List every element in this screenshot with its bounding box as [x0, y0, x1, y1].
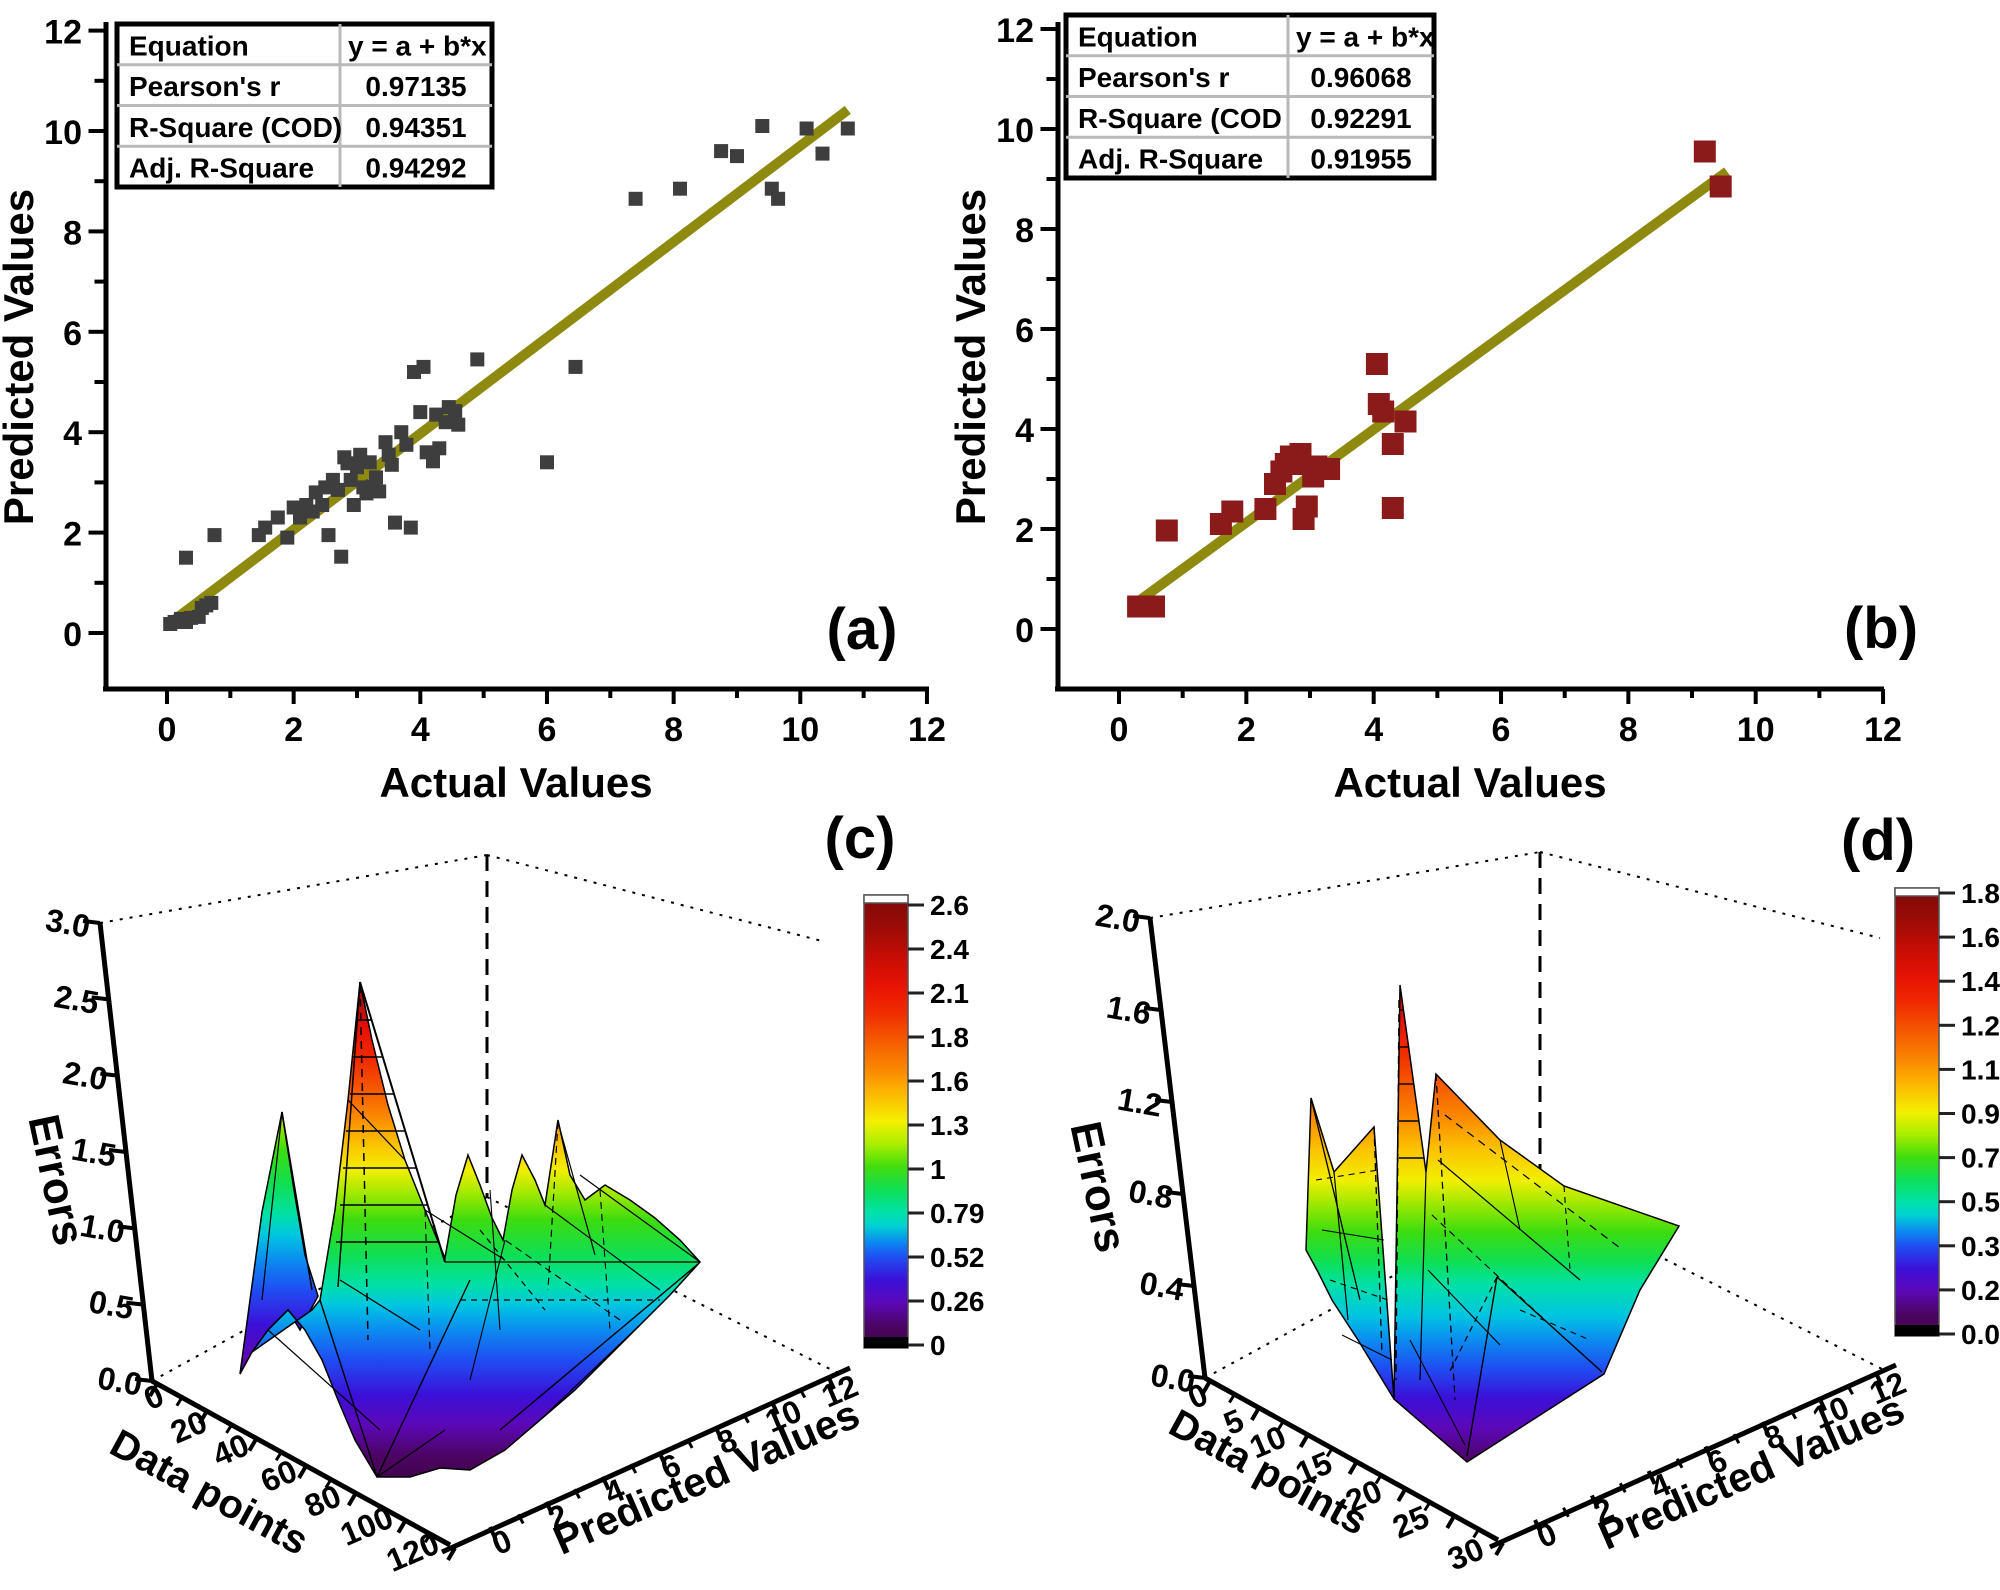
svg-text:(a): (a): [827, 597, 898, 662]
svg-text:10: 10: [996, 112, 1034, 150]
svg-text:0.21: 0.21: [1961, 1275, 2000, 1306]
svg-text:6: 6: [538, 711, 557, 749]
svg-text:0.26: 0.26: [930, 1286, 985, 1317]
svg-text:0.5: 0.5: [86, 1283, 136, 1326]
svg-text:1.5: 1.5: [69, 1131, 119, 1174]
svg-text:0.96068: 0.96068: [1310, 62, 1411, 93]
svg-text:0.38: 0.38: [1961, 1231, 2000, 1262]
svg-text:y = a + b*x: y = a + b*x: [348, 30, 487, 61]
svg-text:1: 1: [930, 1154, 946, 1185]
svg-text:6: 6: [1492, 711, 1511, 749]
svg-text:6: 6: [1015, 312, 1034, 350]
svg-text:1.2: 1.2: [1961, 1010, 2000, 1041]
svg-text:2: 2: [1015, 512, 1034, 550]
svg-text:2.0: 2.0: [60, 1054, 110, 1097]
svg-text:4: 4: [1015, 412, 1034, 450]
svg-text:2: 2: [1237, 711, 1256, 749]
svg-text:Predicted Values: Predicted Values: [947, 189, 994, 525]
svg-text:1.3: 1.3: [930, 1110, 969, 1141]
svg-text:1.2: 1.2: [1115, 1081, 1165, 1124]
svg-text:2.4: 2.4: [930, 934, 969, 965]
svg-text:0: 0: [1110, 711, 1129, 749]
svg-text:0: 0: [930, 1330, 946, 1361]
svg-text:Predicted Values: Predicted Values: [0, 189, 42, 525]
svg-text:10: 10: [1737, 711, 1775, 749]
svg-text:0.52: 0.52: [930, 1242, 985, 1273]
svg-text:1.6: 1.6: [1961, 922, 2000, 953]
svg-text:0.91955: 0.91955: [1310, 144, 1411, 175]
svg-text:Equation: Equation: [1078, 21, 1198, 52]
svg-text:0.72: 0.72: [1961, 1143, 2000, 1174]
svg-text:Actual Values: Actual Values: [379, 759, 652, 806]
svg-text:2: 2: [63, 516, 82, 554]
svg-text:2.1: 2.1: [930, 978, 969, 1009]
svg-text:Actual Values: Actual Values: [1333, 759, 1606, 806]
svg-text:0.79: 0.79: [930, 1198, 985, 1229]
svg-text:y = a + b*x: y = a + b*x: [1296, 21, 1435, 52]
svg-text:Equation: Equation: [129, 30, 249, 61]
svg-text:0.94351: 0.94351: [365, 112, 466, 143]
svg-text:4: 4: [411, 711, 430, 749]
svg-text:R-Square (COD: R-Square (COD: [1078, 103, 1282, 134]
svg-text:6: 6: [63, 315, 82, 353]
svg-text:Pearson's r: Pearson's r: [129, 71, 281, 102]
svg-text:0.04: 0.04: [1961, 1319, 2000, 1350]
svg-text:12: 12: [44, 14, 82, 52]
svg-text:(c): (c): [825, 806, 896, 871]
svg-text:12: 12: [908, 711, 946, 749]
svg-text:10: 10: [44, 114, 82, 152]
svg-text:0.55: 0.55: [1961, 1187, 2000, 1218]
svg-text:0.8: 0.8: [1126, 1173, 1176, 1216]
svg-text:0: 0: [158, 711, 177, 749]
svg-text:0.4: 0.4: [1137, 1265, 1187, 1308]
svg-text:0.9: 0.9: [1961, 1099, 2000, 1130]
svg-text:0.0: 0.0: [1148, 1357, 1198, 1400]
svg-text:R-Square (COD): R-Square (COD): [129, 112, 342, 143]
svg-text:10: 10: [781, 711, 819, 749]
svg-text:1.6: 1.6: [930, 1066, 969, 1097]
svg-text:8: 8: [664, 711, 683, 749]
svg-text:2.5: 2.5: [52, 978, 102, 1021]
svg-text:3.0: 3.0: [43, 902, 93, 945]
svg-text:4: 4: [63, 415, 82, 453]
svg-text:Adj. R-Square: Adj. R-Square: [1078, 144, 1263, 175]
svg-text:1.4: 1.4: [1961, 966, 2000, 997]
svg-text:1.6: 1.6: [1104, 989, 1154, 1032]
svg-text:0.0: 0.0: [95, 1360, 145, 1403]
svg-text:0.92291: 0.92291: [1310, 103, 1411, 134]
svg-text:Adj. R-Square: Adj. R-Square: [129, 153, 314, 184]
svg-text:1.0: 1.0: [78, 1207, 128, 1250]
svg-text:0.94292: 0.94292: [365, 153, 466, 184]
svg-text:0: 0: [63, 616, 82, 654]
svg-text:2.6: 2.6: [930, 890, 969, 921]
svg-text:1.8: 1.8: [1961, 878, 2000, 909]
svg-text:8: 8: [63, 214, 82, 252]
svg-text:12: 12: [996, 12, 1034, 50]
svg-text:1.8: 1.8: [930, 1022, 969, 1053]
svg-text:(d): (d): [1841, 808, 1915, 873]
svg-text:8: 8: [1619, 711, 1638, 749]
svg-text:2.0: 2.0: [1093, 897, 1143, 940]
svg-text:8: 8: [1015, 212, 1034, 250]
svg-text:2: 2: [284, 711, 303, 749]
svg-text:Pearson's r: Pearson's r: [1078, 62, 1230, 93]
svg-text:1.1: 1.1: [1961, 1054, 2000, 1085]
svg-text:0.97135: 0.97135: [365, 71, 466, 102]
svg-text:0: 0: [1015, 612, 1034, 650]
svg-text:4: 4: [1364, 711, 1383, 749]
svg-text:(b): (b): [1844, 596, 1918, 661]
svg-text:12: 12: [1864, 711, 1902, 749]
